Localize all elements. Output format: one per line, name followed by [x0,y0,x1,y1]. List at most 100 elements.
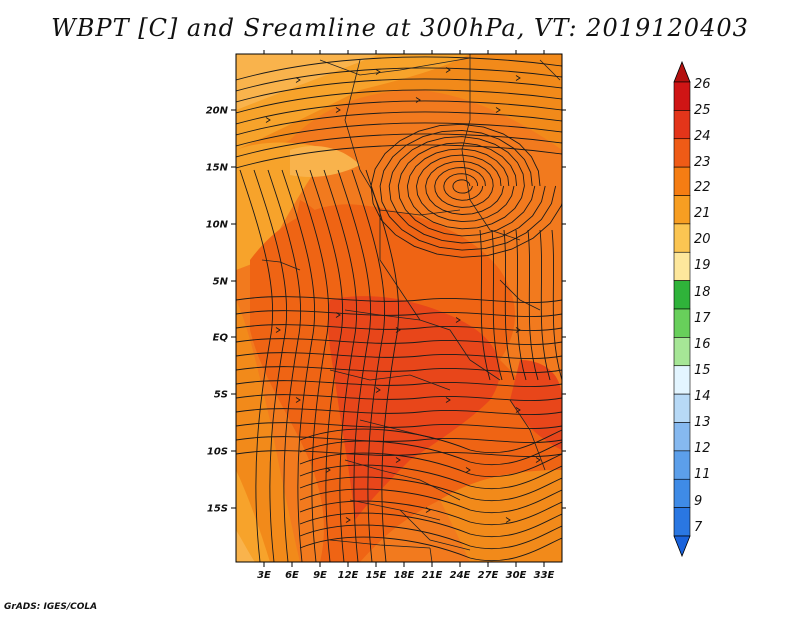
streamline [239,169,274,562]
map-field [236,54,562,562]
streamline-arrow [505,517,511,523]
border-line [429,547,433,562]
streamline [253,169,288,562]
x-tick-label: 24E [450,570,471,581]
field-patch [440,470,562,562]
streamline [236,67,562,92]
y-tick-label: 10S [207,447,228,458]
streamline [299,452,562,478]
legend-arrow-top [673,60,691,83]
border-line [359,169,381,211]
legend-swatch [673,450,691,480]
legend-label: 26 [694,77,711,92]
legend-swatch [673,223,691,253]
streamline [236,436,562,443]
field-patch [290,145,360,177]
legend-label: 7 [694,520,703,535]
y-tick-label: 10N [206,220,229,231]
legend-label: 11 [694,467,711,482]
y-tick-label: 5S [214,390,228,401]
legend-label: 9 [694,494,702,509]
streamline [236,100,562,125]
border-line [261,259,301,271]
legend-label: 21 [694,206,711,221]
x-tick-label: 21E [422,570,443,581]
streamline [551,229,562,381]
streamline [539,229,551,381]
streamline [479,229,491,381]
streamline [236,122,562,147]
field-patch [290,200,340,271]
streamline-arrow [495,107,501,113]
streamline [236,133,562,158]
streamline [515,229,527,381]
x-tick-label: 9E [313,570,327,581]
legend-swatch [673,478,691,508]
field-patch [236,530,255,562]
legend-swatch [673,81,691,111]
streamline-arrow [335,312,341,318]
field-patch [327,296,500,520]
legend-swatch [673,280,691,310]
streamline [527,229,539,381]
legend-label: 23 [694,155,711,170]
y-axis: 20N 15N 10N 5N EQ 5S 10S 15S [206,106,566,515]
legend-swatch [673,195,691,225]
y-tick-label: 20N [206,106,229,117]
streamline-arrow [395,327,401,333]
streamline-arrow [345,517,351,523]
streamline-arrow [335,107,341,113]
legend-label: 17 [694,311,711,326]
streamline [351,169,386,562]
legend-swatch [673,110,691,140]
streamline [491,229,503,381]
streamline-arrow [325,467,331,473]
streamline-arrow [515,407,521,413]
streamline [323,169,358,562]
border-line [461,54,471,151]
legend-swatch [673,422,691,452]
legend-label: 18 [694,285,711,300]
streamline [281,169,316,562]
streamline [397,142,536,237]
streamline-arrow [395,457,401,463]
streamline [236,380,562,387]
legend-swatch [673,365,691,395]
streamline-arrow [515,75,521,81]
border-line [329,539,431,549]
streamline [309,169,344,562]
streamline-arrow [295,77,301,83]
x-axis: 3E 6E 9E 12E 15E 18E 21E 24E 27E 30E 33E [257,50,555,581]
legend-swatch [673,393,691,423]
streamline [443,173,484,201]
x-tick-label: 27E [478,570,499,581]
streamline [416,154,515,223]
legend-label: 24 [694,129,711,144]
streamline [236,408,562,415]
streamline [236,89,562,114]
streamline [299,428,562,454]
streamline [434,167,494,208]
x-tick-label: 30E [506,570,527,581]
streamlines [236,56,562,562]
footer-credit: GrADS: IGES/COLA [4,602,98,612]
streamline [299,500,562,526]
streamline [267,169,302,562]
border-line [499,279,541,311]
y-tick-label: 15N [206,163,229,174]
border-line [399,289,421,321]
x-tick-label: 3E [257,570,271,581]
streamline [236,296,562,303]
legend-label: 16 [694,337,711,352]
streamline [406,148,525,230]
legend-label: 22 [694,180,711,195]
y-tick-label: 5N [213,277,229,288]
streamline-arrow [455,317,461,323]
streamline-arrow [265,117,271,123]
streamline [236,422,562,429]
y-tick-label: EQ [213,333,229,344]
x-tick-label: 6E [285,570,299,581]
streamline [236,310,562,317]
streamline-arrow [445,67,451,73]
